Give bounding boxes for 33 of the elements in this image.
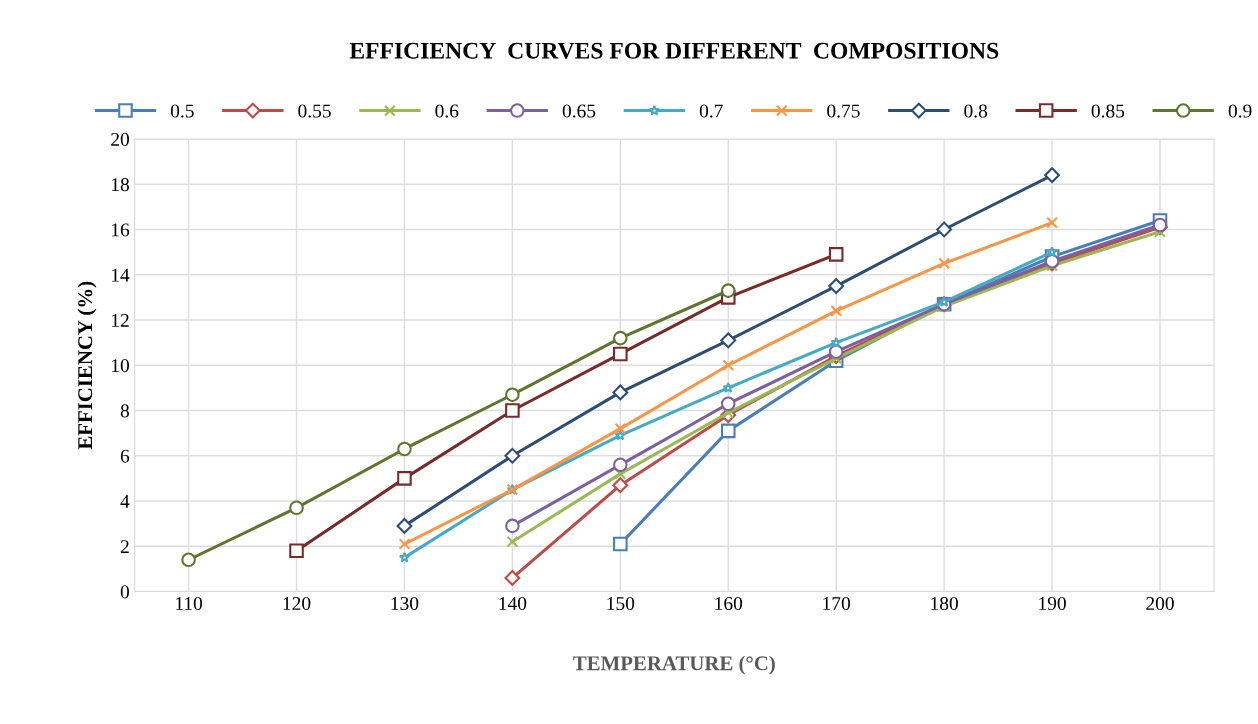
legend-label: 0.5 bbox=[170, 104, 194, 118]
legend-label: 0.75 bbox=[827, 104, 860, 118]
x-tick-label: 190 bbox=[1039, 596, 1066, 611]
x-tick-label: 120 bbox=[283, 596, 311, 611]
y-tick-label: 10 bbox=[112, 359, 129, 373]
x-tick-label: 140 bbox=[499, 596, 527, 611]
legend-label: 0.6 bbox=[435, 104, 459, 118]
legend-label: 0.7 bbox=[699, 104, 723, 118]
legend-label: 0.85 bbox=[1091, 104, 1125, 118]
x-tick-label: 170 bbox=[823, 596, 851, 611]
legend-label: 0.65 bbox=[562, 104, 596, 118]
y-tick-label: 0 bbox=[120, 585, 129, 599]
legend-label: 0.9 bbox=[1228, 104, 1252, 118]
chart-title: EFFICIENCY CURVES FOR DIFFERENT COMPOSITIONS bbox=[349, 42, 999, 59]
legend-label: 0.8 bbox=[964, 104, 988, 118]
y-tick-label: 12 bbox=[112, 313, 129, 327]
x-tick-label: 180 bbox=[931, 596, 958, 611]
y-tick-label: 4 bbox=[120, 494, 130, 508]
y-tick-label: 14 bbox=[112, 268, 130, 282]
y-tick-label: 18 bbox=[112, 178, 129, 192]
x-tick-label: 200 bbox=[1146, 596, 1174, 611]
x-tick-label: 160 bbox=[715, 596, 743, 611]
y-tick-label: 6 bbox=[120, 449, 130, 463]
x-tick-label: 150 bbox=[607, 596, 635, 611]
y-tick-label: 20 bbox=[111, 132, 129, 146]
x-tick-label: 130 bbox=[391, 596, 419, 611]
y-tick-label: 8 bbox=[120, 404, 129, 418]
x-tick-label: 110 bbox=[176, 596, 203, 611]
y-axis-title: EFFICIENCY (%) bbox=[77, 281, 97, 450]
legend-label: 0.55 bbox=[298, 104, 331, 118]
y-tick-label: 2 bbox=[120, 540, 129, 553]
x-axis-title: TEMPERATURE (°C) bbox=[573, 655, 775, 675]
y-tick-label: 16 bbox=[112, 223, 130, 237]
